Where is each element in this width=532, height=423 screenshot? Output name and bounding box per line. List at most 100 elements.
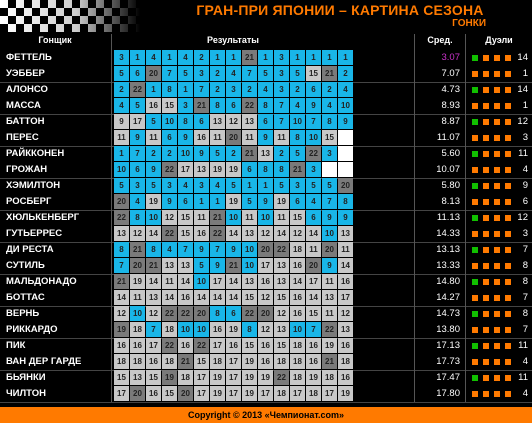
race-result-cell: 13 [242,226,257,241]
driver-name: ГУТЬЕРРЕС [6,228,63,239]
race-result-cell: 16 [178,338,193,353]
race-result-cell: 18 [306,386,321,401]
race-result-cell: 7 [130,146,145,161]
race-result-cell: 17 [338,290,353,305]
race-result-cell: 12 [114,306,129,321]
race-result-cell: 16 [290,306,305,321]
race-result-cell: 3 [226,82,241,97]
race-result-cell: 18 [338,354,353,369]
duel-square-icon [483,343,489,349]
race-result-cell: 9 [162,194,177,209]
race-result-cell: 18 [130,322,145,337]
race-result-cell: 14 [274,226,289,241]
duel-count: 4 [522,388,528,399]
duel-square-icon [494,199,500,205]
race-result-cell: 20 [146,66,161,81]
race-result-cell: 4 [258,82,273,97]
duel-square-icon [472,167,478,173]
race-result-cell: 19 [242,370,257,385]
race-result-cell [338,130,353,145]
driver-name: ЧИЛТОН [6,388,46,399]
race-result-cell: 19 [226,322,241,337]
race-result-cell: 14 [306,226,321,241]
duel-square-icon [494,375,500,381]
race-result-cell: 19 [322,338,337,353]
duel-square-icon [472,375,478,381]
race-result-cell: 16 [290,258,305,273]
race-result-cell: 6 [306,82,321,97]
race-result-cell: 22 [162,162,177,177]
race-result-cell: 21 [194,98,209,113]
race-result-cell: 15 [194,354,209,369]
duel-square-icon [494,231,500,237]
duel-indicators: 14 [468,82,532,98]
race-result-cell: 11 [338,242,353,257]
duel-count: 12 [517,212,528,223]
race-result-cell: 8 [258,162,273,177]
race-result-cell: 1 [306,50,321,65]
race-result-cell: 7 [146,322,161,337]
race-result-cell: 10 [226,210,241,225]
race-result-cell: 4 [290,98,305,113]
race-result-cell: 11 [274,130,289,145]
race-result-cell: 21 [242,50,257,65]
duel-square-icon [483,183,489,189]
duel-square-icon [472,279,478,285]
average-position: 5.80 [441,180,461,191]
race-result-cell: 16 [146,354,161,369]
driver-name: АЛОНСО [6,84,48,95]
race-result-cell: 11 [322,306,337,321]
race-result-cell: 11 [306,242,321,257]
duel-square-icon [505,103,511,109]
race-result-cell: 17 [226,354,241,369]
duel-square-icon [494,103,500,109]
race-result-cell: 16 [306,354,321,369]
race-result-cell: 20 [194,306,209,321]
race-result-cell: 19 [338,386,353,401]
race-result-cell: 1 [194,194,209,209]
race-result-cell: 15 [242,338,257,353]
duel-square-icon [494,71,500,77]
race-result-cell: 9 [226,242,241,257]
race-result-cell: 21 [114,274,129,289]
duel-indicators: 11 [468,338,532,354]
race-result-cell: 21 [210,210,225,225]
race-result-cell: 8 [162,82,177,97]
race-result-cell: 20 [338,178,353,193]
duel-square-icon [472,295,478,301]
race-result-cell: 7 [274,98,289,113]
duel-square-icon [472,119,478,125]
average-position: 17.13 [436,340,460,351]
race-result-cell: 2 [338,66,353,81]
driver-name: МАЛЬДОНАДО [6,276,77,287]
average-position: 13.33 [436,260,460,271]
race-result-cell: 13 [338,226,353,241]
race-result-cell: 9 [194,146,209,161]
race-result-cell: 5 [178,66,193,81]
duel-square-icon [494,247,500,253]
duel-count: 6 [522,196,528,207]
race-result-cell: 14 [162,290,177,305]
average-position: 17.80 [436,388,460,399]
race-result-cell: 12 [274,306,289,321]
race-result-cell: 16 [114,338,129,353]
duel-square-icon [483,135,489,141]
race-result-cell: 19 [226,162,241,177]
race-result-cell: 3 [130,178,145,193]
race-result-cell: 7 [274,114,289,129]
duel-square-icon [505,263,511,269]
duel-square-icon [505,55,511,61]
race-result-cell: 12 [338,306,353,321]
race-result-cell: 14 [226,274,241,289]
race-result-cell: 6 [130,66,145,81]
race-result-cell: 13 [130,370,145,385]
race-result-cell: 6 [226,306,241,321]
race-result-cell: 16 [210,322,225,337]
race-result-cell: 12 [258,322,273,337]
duel-square-icon [505,87,511,93]
race-result-cell: 16 [338,274,353,289]
race-result-cell: 13 [162,258,177,273]
duel-square-icon [505,311,511,317]
race-result-cell: 5 [146,178,161,193]
race-result-cell: 18 [210,354,225,369]
